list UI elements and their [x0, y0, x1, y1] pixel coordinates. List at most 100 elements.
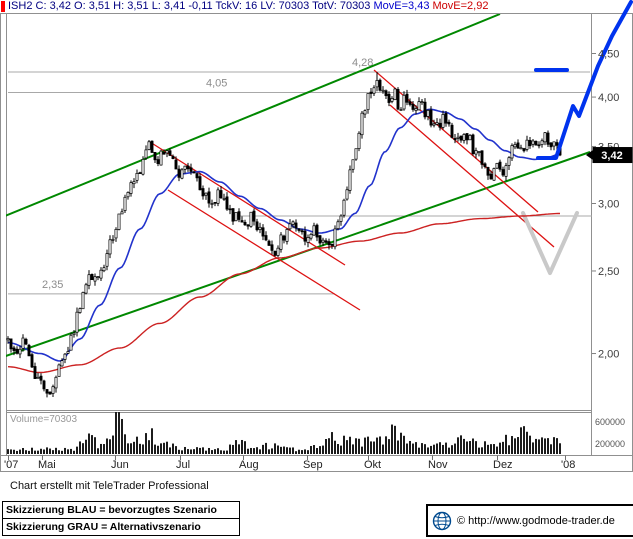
volume-bar	[451, 445, 453, 454]
volume-axis-label: 200000	[595, 439, 625, 449]
candle-body	[249, 211, 253, 227]
candle-body	[483, 163, 487, 168]
blue-scenario-layer	[534, 0, 633, 160]
volume-bar	[319, 446, 321, 454]
x-axis-label: Aug	[239, 459, 259, 471]
candle-body	[60, 360, 64, 367]
candle-body	[39, 375, 43, 381]
candle-body	[309, 234, 313, 239]
candle-body	[459, 135, 463, 141]
volume-bar	[256, 447, 258, 454]
volume-bar	[259, 449, 261, 454]
volume-bar	[295, 451, 297, 454]
volume-bar	[520, 427, 522, 454]
volume-bar	[55, 447, 57, 454]
y-axis-label: 2,00	[598, 349, 619, 361]
candle-body	[495, 163, 499, 169]
volume-bar	[535, 438, 537, 454]
chart-frame	[0, 13, 633, 472]
candle-body	[381, 89, 385, 92]
candle-body	[213, 201, 217, 204]
volume-bar	[523, 426, 525, 454]
volume-bar	[475, 441, 477, 454]
candle-body	[339, 215, 343, 222]
candle-body	[108, 239, 112, 255]
chart-canvas[interactable]: 4,284,052,35 4,504,003,503,002,502,00'07…	[0, 0, 633, 475]
volume-bar	[253, 448, 255, 454]
candle-body	[27, 344, 31, 357]
godmode-url[interactable]: © http://www.godmode-trader.de	[457, 514, 615, 527]
candle-body	[195, 173, 199, 179]
candle-body	[183, 165, 187, 170]
volume-bar	[232, 444, 234, 454]
volume-bar	[283, 446, 285, 454]
candle-body	[438, 122, 442, 128]
volume-bar	[151, 428, 153, 454]
last-price-badge	[592, 147, 633, 164]
volume-bar	[229, 444, 231, 454]
candle-body	[363, 110, 367, 115]
candle-body	[168, 150, 172, 156]
volume-bar	[226, 450, 228, 454]
volume-bar	[61, 450, 63, 454]
volume-bar	[415, 442, 417, 454]
candle-body	[405, 93, 409, 103]
y-axis-label: 4,50	[598, 48, 619, 60]
volume-bar	[223, 450, 225, 454]
candle-body	[390, 98, 394, 102]
volume-layer	[7, 412, 561, 454]
volume-bar	[76, 446, 78, 454]
volume-bar	[205, 450, 207, 454]
volume-title: Volume=70303	[10, 414, 77, 425]
volume-bar	[493, 444, 495, 454]
candle-body	[153, 151, 157, 161]
volume-bar	[67, 449, 69, 454]
quote-header: ISH2 C: 3,42 O: 3,51 H: 3,51 L: 3,41 -0,…	[0, 0, 633, 13]
volume-bar	[469, 441, 471, 454]
candle-body	[264, 235, 268, 241]
godmode-link-box[interactable]: © http://www.godmode-trader.de	[426, 504, 633, 537]
candle-body	[228, 208, 232, 211]
candle-body	[450, 124, 454, 138]
candle-body	[72, 332, 76, 336]
candle-body	[330, 243, 334, 246]
candle-body	[519, 147, 523, 150]
green-channel-upper	[6, 14, 501, 217]
candle-body	[93, 276, 97, 282]
candle-body	[210, 203, 214, 205]
candle-body	[444, 112, 448, 124]
volume-bar	[175, 446, 177, 454]
candle-body	[276, 247, 280, 256]
candle-body	[99, 269, 103, 279]
candle-body	[462, 134, 466, 141]
volume-bar	[454, 443, 456, 454]
volume-bar	[88, 433, 90, 454]
candle-body	[549, 142, 553, 148]
x-axis-label: Okt	[364, 459, 381, 471]
candle-body	[321, 239, 325, 243]
candle-body	[159, 150, 163, 166]
candle-body	[555, 142, 559, 146]
volume-bar	[325, 439, 327, 454]
volume-bar	[136, 436, 138, 454]
candle-body	[15, 348, 19, 354]
candle-body	[489, 173, 493, 180]
candle-body	[216, 189, 220, 204]
candle-body	[498, 161, 502, 170]
volume-bar	[220, 450, 222, 454]
candle-body	[207, 191, 211, 204]
volume-bar	[106, 438, 108, 454]
candle-body	[288, 223, 292, 230]
candle-body	[267, 240, 271, 246]
x-axis-label: Jun	[111, 459, 129, 471]
volume-bar	[382, 444, 384, 454]
candle-body	[30, 354, 34, 368]
candle-body	[504, 165, 508, 177]
candle-body	[57, 364, 61, 377]
volume-bar	[304, 449, 306, 454]
red-channel-2-upper	[373, 69, 539, 213]
candle-body	[51, 386, 55, 394]
volume-bar	[79, 441, 81, 454]
candle-body	[114, 229, 118, 239]
candle-body	[234, 212, 238, 222]
